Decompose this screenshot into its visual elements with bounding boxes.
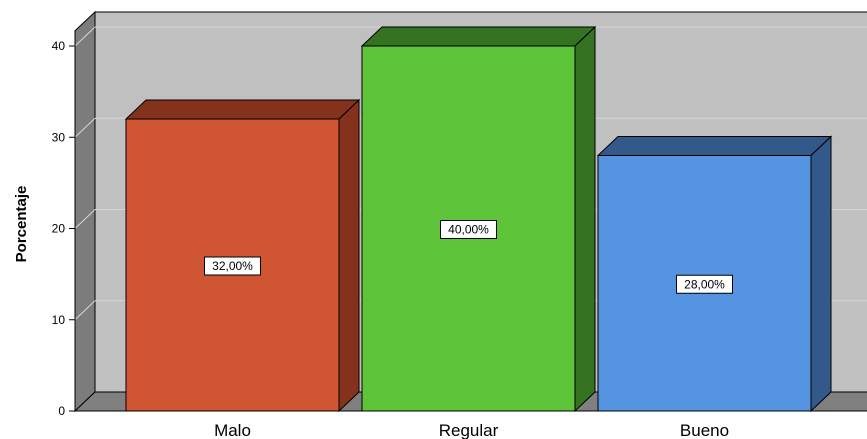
- bar-top-face: [360, 26, 597, 47]
- x-category-label: Bueno: [680, 421, 729, 439]
- bar-side-face: [810, 135, 832, 413]
- data-label: 32,00%: [212, 259, 253, 273]
- data-label-box: [440, 220, 497, 239]
- x-axis-labels: Malo Regular Bueno: [214, 421, 729, 439]
- bar-bueno: 28,00%: [596, 135, 833, 413]
- bar-top-face: [124, 99, 361, 120]
- y-tick-label: 20: [52, 222, 66, 236]
- bar-top-face: [596, 136, 833, 156]
- data-label: 28,00%: [684, 277, 725, 291]
- gridline-side: [74, 117, 96, 138]
- bar-regular: 40,00%: [360, 25, 597, 413]
- data-label-box: [676, 274, 733, 294]
- y-axis-title: Porcentaje: [13, 186, 30, 263]
- y-tick-label: 10: [52, 313, 66, 327]
- bar-side-face: [338, 98, 360, 413]
- bar-front-face: [361, 45, 576, 412]
- y-tick-label: 40: [52, 39, 66, 53]
- data-label: 40,00%: [448, 223, 489, 237]
- data-label-box: [204, 256, 261, 276]
- gridline-side: [74, 300, 96, 321]
- side-wall: [74, 10, 96, 413]
- gridline-side: [74, 26, 96, 47]
- x-category-label: Malo: [214, 421, 251, 439]
- y-tick-label: 30: [52, 130, 66, 144]
- x-category-label: Regular: [439, 421, 499, 439]
- bar-side-face: [574, 25, 596, 413]
- y-tick-label: 0: [58, 404, 65, 418]
- y-axis-ticks: 0 10 20 30 40: [52, 30, 76, 418]
- bar-malo: 32,00%: [124, 98, 361, 413]
- gridline-side: [74, 209, 96, 229]
- bars: 32,00% 40,00% 28,00%: [124, 25, 833, 413]
